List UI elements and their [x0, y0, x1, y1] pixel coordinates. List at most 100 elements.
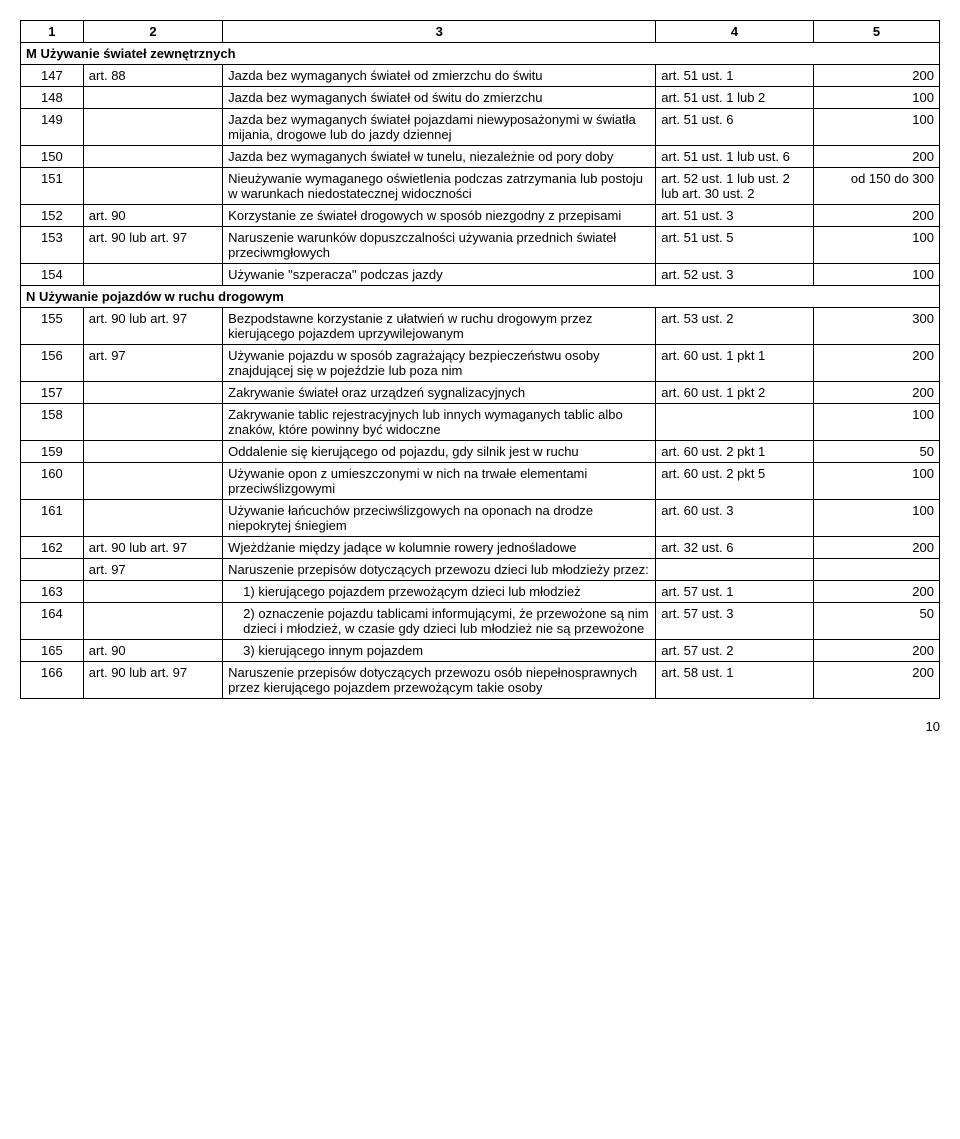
table-row: 148 Jazda bez wymaganych świateł od świt…	[21, 87, 940, 109]
row-reference: art. 51 ust. 1 lub ust. 6	[656, 146, 814, 168]
table-row: art. 97 Naruszenie przepisów dotyczących…	[21, 559, 940, 581]
table-row: 153 art. 90 lub art. 97 Naruszenie warun…	[21, 227, 940, 264]
header-col-1: 1	[21, 21, 84, 43]
row-article	[83, 264, 222, 286]
row-penalty: 100	[813, 404, 939, 441]
section-m-row: M Używanie świateł zewnętrznych	[21, 43, 940, 65]
row-reference: art. 60 ust. 1 pkt 2	[656, 382, 814, 404]
row-reference: art. 51 ust. 1 lub 2	[656, 87, 814, 109]
row-penalty: 100	[813, 109, 939, 146]
table-row: 158 Zakrywanie tablic rejestracyjnych lu…	[21, 404, 940, 441]
row-penalty: 50	[813, 603, 939, 640]
row-number	[21, 559, 84, 581]
row-article: art. 90	[83, 640, 222, 662]
row-reference: art. 60 ust. 3	[656, 500, 814, 537]
row-number: 155	[21, 308, 84, 345]
row-description: Jazda bez wymaganych świateł w tunelu, n…	[223, 146, 656, 168]
table-row: 165 art. 90 3) kierującego innym pojazde…	[21, 640, 940, 662]
row-penalty	[813, 559, 939, 581]
row-article	[83, 146, 222, 168]
row-article: art. 90	[83, 205, 222, 227]
row-description: 1) kierującego pojazdem przewożącym dzie…	[223, 581, 656, 603]
row-article	[83, 581, 222, 603]
row-reference: art. 52 ust. 1 lub ust. 2 lub art. 30 us…	[656, 168, 814, 205]
row-reference	[656, 404, 814, 441]
row-article: art. 90 lub art. 97	[83, 227, 222, 264]
row-number: 148	[21, 87, 84, 109]
row-article: art. 90 lub art. 97	[83, 537, 222, 559]
row-article: art. 90 lub art. 97	[83, 308, 222, 345]
row-description: 2) oznaczenie pojazdu tablicami informuj…	[223, 603, 656, 640]
row-penalty: 100	[813, 227, 939, 264]
row-penalty: 200	[813, 146, 939, 168]
row-number: 154	[21, 264, 84, 286]
row-description: Zakrywanie świateł oraz urządzeń sygnali…	[223, 382, 656, 404]
table-row: 155 art. 90 lub art. 97 Bezpodstawne kor…	[21, 308, 940, 345]
row-description: Używanie pojazdu w sposób zagrażający be…	[223, 345, 656, 382]
row-reference: art. 60 ust. 2 pkt 1	[656, 441, 814, 463]
row-reference	[656, 559, 814, 581]
row-reference: art. 60 ust. 1 pkt 1	[656, 345, 814, 382]
row-number: 166	[21, 662, 84, 699]
row-reference: art. 51 ust. 6	[656, 109, 814, 146]
row-article	[83, 87, 222, 109]
row-number: 164	[21, 603, 84, 640]
row-article	[83, 603, 222, 640]
row-number: 165	[21, 640, 84, 662]
row-reference: art. 32 ust. 6	[656, 537, 814, 559]
row-article	[83, 463, 222, 500]
row-number: 159	[21, 441, 84, 463]
row-description: Jazda bez wymaganych świateł pojazdami n…	[223, 109, 656, 146]
row-number: 158	[21, 404, 84, 441]
table-row: 166 art. 90 lub art. 97 Naruszenie przep…	[21, 662, 940, 699]
row-article	[83, 404, 222, 441]
row-description: Zakrywanie tablic rejestracyjnych lub in…	[223, 404, 656, 441]
row-penalty: 100	[813, 463, 939, 500]
table-row: 160 Używanie opon z umieszczonymi w nich…	[21, 463, 940, 500]
table-row: 157 Zakrywanie świateł oraz urządzeń syg…	[21, 382, 940, 404]
table-row: 149 Jazda bez wymaganych świateł pojazda…	[21, 109, 940, 146]
row-penalty: 300	[813, 308, 939, 345]
row-penalty: 200	[813, 345, 939, 382]
table-row: 156 art. 97 Używanie pojazdu w sposób za…	[21, 345, 940, 382]
row-reference: art. 57 ust. 2	[656, 640, 814, 662]
row-penalty: 200	[813, 205, 939, 227]
row-reference: art. 53 ust. 2	[656, 308, 814, 345]
table-row: 147 art. 88 Jazda bez wymaganych świateł…	[21, 65, 940, 87]
header-col-4: 4	[656, 21, 814, 43]
row-penalty: 100	[813, 87, 939, 109]
row-reference: art. 51 ust. 3	[656, 205, 814, 227]
table-row: 161 Używanie łańcuchów przeciwślizgowych…	[21, 500, 940, 537]
row-description: 3) kierującego innym pojazdem	[223, 640, 656, 662]
row-reference: art. 52 ust. 3	[656, 264, 814, 286]
header-row: 1 2 3 4 5	[21, 21, 940, 43]
table-row: 162 art. 90 lub art. 97 Wjeżdżanie międz…	[21, 537, 940, 559]
row-description: Nieużywanie wymaganego oświetlenia podcz…	[223, 168, 656, 205]
row-article	[83, 500, 222, 537]
row-reference: art. 57 ust. 1	[656, 581, 814, 603]
row-article: art. 97	[83, 559, 222, 581]
table-row: 151 Nieużywanie wymaganego oświetlenia p…	[21, 168, 940, 205]
row-article: art. 90 lub art. 97	[83, 662, 222, 699]
row-number: 149	[21, 109, 84, 146]
page-number: 10	[20, 719, 940, 734]
row-penalty: 200	[813, 382, 939, 404]
row-reference: art. 60 ust. 2 pkt 5	[656, 463, 814, 500]
row-number: 150	[21, 146, 84, 168]
section-n-row: N Używanie pojazdów w ruchu drogowym	[21, 286, 940, 308]
row-article	[83, 441, 222, 463]
row-description: Wjeżdżanie między jadące w kolumnie rowe…	[223, 537, 656, 559]
row-number: 160	[21, 463, 84, 500]
row-penalty: 100	[813, 264, 939, 286]
row-reference: art. 58 ust. 1	[656, 662, 814, 699]
row-number: 161	[21, 500, 84, 537]
row-description: Bezpodstawne korzystanie z ułatwień w ru…	[223, 308, 656, 345]
row-description: Jazda bez wymaganych świateł od świtu do…	[223, 87, 656, 109]
row-penalty: od 150 do 300	[813, 168, 939, 205]
row-description: Naruszenie przepisów dotyczących przewoz…	[223, 559, 656, 581]
row-description: Jazda bez wymaganych świateł od zmierzch…	[223, 65, 656, 87]
row-penalty: 100	[813, 500, 939, 537]
row-description: Korzystanie ze świateł drogowych w sposó…	[223, 205, 656, 227]
row-description: Oddalenie się kierującego od pojazdu, gd…	[223, 441, 656, 463]
row-number: 153	[21, 227, 84, 264]
